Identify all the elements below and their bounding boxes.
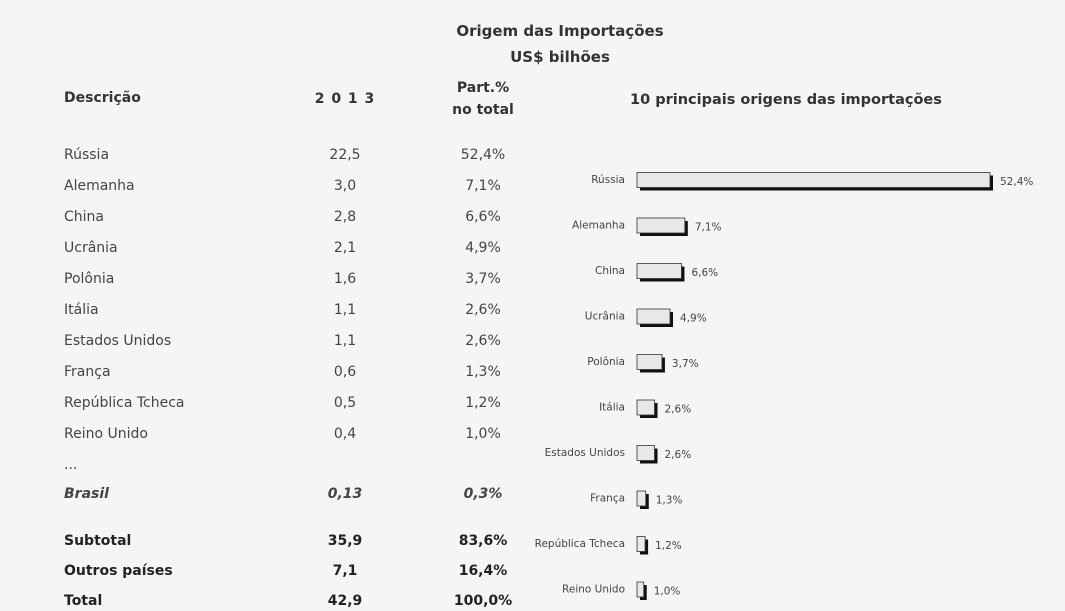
table-cell: 0,4 — [333, 426, 357, 442]
table-cell: 42,9 — [327, 593, 363, 609]
bar — [636, 263, 682, 279]
value-label: 2,6% — [665, 449, 692, 461]
table-cell: 3,0 — [333, 178, 357, 194]
table-cell: 2,8 — [333, 209, 357, 225]
table-cell: 22,5 — [329, 147, 361, 163]
value-label: 3,7% — [672, 358, 699, 370]
table-cell: 1,1 — [333, 302, 357, 318]
table-cell: 7,1% — [465, 178, 501, 194]
col-header: Part.% — [456, 80, 510, 96]
bar — [636, 536, 646, 552]
category-label: China — [595, 265, 625, 277]
value-label: 1,3% — [656, 495, 683, 507]
table-cell: 6,6% — [465, 209, 501, 225]
bar — [636, 490, 647, 507]
table-cell: 1,2% — [465, 395, 501, 411]
table-cell: Rússia — [64, 147, 110, 163]
chart-title: 10 principais origens das importações — [630, 92, 942, 108]
bar — [636, 172, 991, 188]
value-label: 4,9% — [680, 313, 707, 325]
table-cell: 1,6 — [333, 271, 357, 287]
category-label: Rússia — [591, 174, 625, 186]
table-cell: Outros países — [64, 563, 173, 579]
value-label: 7,1% — [695, 222, 722, 234]
table-cell: 4,9% — [465, 240, 501, 256]
category-label: Ucrânia — [585, 311, 625, 323]
table-cell: 2,6% — [465, 333, 501, 349]
table-cell: China — [64, 209, 104, 225]
ellipsis: ... — [64, 457, 78, 473]
col-header: Descrição — [64, 90, 141, 106]
table-cell: 0,3% — [463, 486, 503, 502]
table-cell: Ucrânia — [64, 240, 118, 256]
value-label: 6,6% — [691, 267, 718, 279]
bar — [636, 399, 655, 416]
bar — [636, 217, 686, 234]
bar — [636, 445, 655, 461]
bar — [636, 581, 645, 598]
chart: Rússia 52,4% Alemanha 7,1% China 6,6% Ucrânia 4… — [535, 172, 1033, 600]
table-cell: Brasil — [64, 486, 109, 502]
table-cell: 16,4% — [458, 563, 508, 579]
table-cell: Alemanha — [64, 178, 135, 194]
category-label: Estados Unidos — [545, 447, 625, 459]
value-label: 52,4% — [1000, 176, 1033, 188]
table-cell: Polônia — [64, 271, 115, 287]
category-label: República Tcheca — [535, 538, 625, 550]
table-cell: 0,6 — [333, 364, 357, 380]
table-cell: 3,7% — [465, 271, 501, 287]
value-label: 1,2% — [655, 540, 682, 552]
category-label: Reino Unido — [562, 584, 625, 596]
table-cell: 2,6% — [465, 302, 501, 318]
table-cell: 2,1 — [333, 240, 357, 256]
table-cell: 1,1 — [333, 333, 357, 349]
table-cell: 83,6% — [458, 533, 508, 549]
category-label: Polônia — [587, 356, 625, 368]
table-cell: Total — [64, 593, 103, 609]
col-header: no total — [452, 102, 514, 118]
table-cell: 52,4% — [460, 147, 506, 163]
subtitle: US$ bilhões — [510, 48, 610, 66]
category-label: Itália — [599, 402, 625, 414]
bar — [636, 308, 671, 325]
value-label: 1,0% — [654, 586, 681, 598]
table-cell: Itália — [64, 302, 99, 318]
title: Origem das Importações — [456, 22, 664, 40]
table-cell: Estados Unidos — [64, 333, 172, 349]
bar — [636, 354, 663, 370]
table-cell: 0,5 — [333, 395, 357, 411]
category-label: Alemanha — [572, 220, 625, 232]
table-cell: 1,0% — [465, 426, 501, 442]
value-label: 2,6% — [665, 404, 692, 416]
category-label: França — [590, 493, 625, 505]
table-cell: 7,1 — [332, 563, 358, 579]
table-cell: França — [64, 364, 111, 380]
col-header: 2 0 1 3 — [314, 91, 376, 107]
table-cell: Reino Unido — [64, 426, 148, 442]
table-cell: 100,0% — [453, 593, 513, 609]
table-cell: República Tcheca — [64, 395, 185, 411]
table-cell: 0,13 — [327, 486, 363, 502]
table-cell: Subtotal — [64, 533, 132, 549]
table-cell: 35,9 — [327, 533, 363, 549]
table-cell: 1,3% — [465, 364, 501, 380]
